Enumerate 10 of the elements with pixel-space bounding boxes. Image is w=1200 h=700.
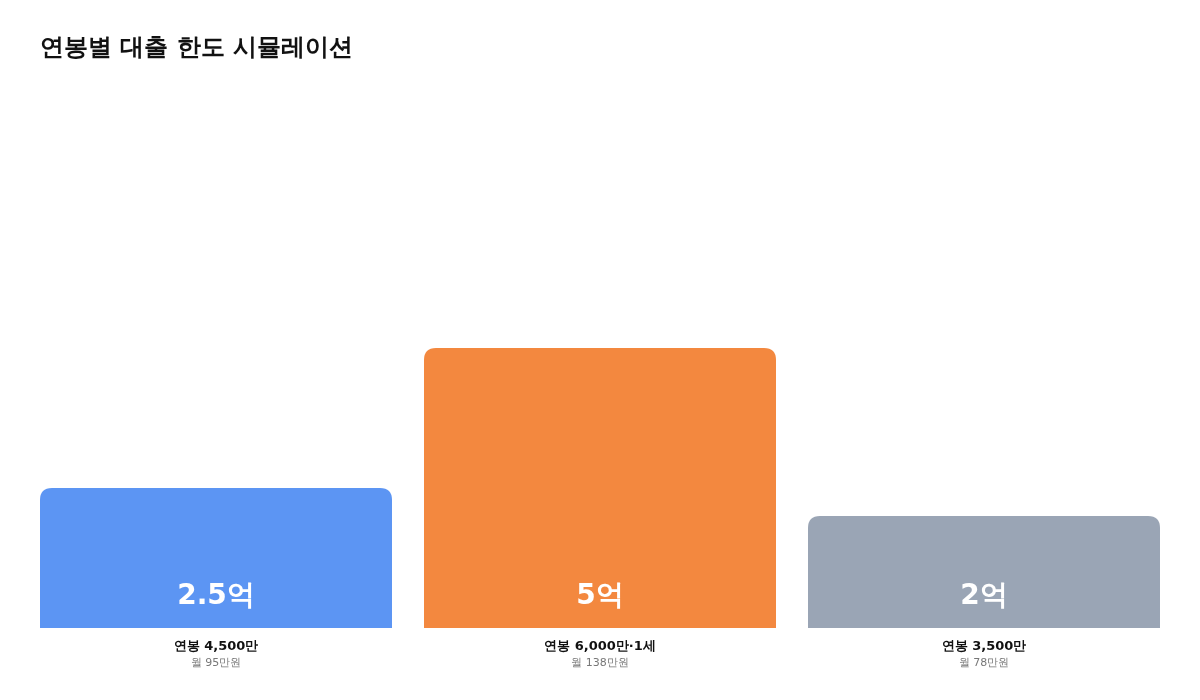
text: 월 95만원 bbox=[190, 656, 242, 669]
data-label: 2.5억 bbox=[177, 578, 255, 611]
text: 월 78만원 bbox=[958, 656, 1010, 669]
x-tick-label: 연봉 3,500만 bbox=[941, 638, 1027, 653]
data-label: 5억 bbox=[576, 578, 624, 611]
x-tick-label: 연봉 4,500만 bbox=[173, 638, 259, 653]
data-label: 2억 bbox=[960, 578, 1008, 611]
chart-title: 연봉별 대출 한도 시뮬레이션 bbox=[40, 33, 354, 61]
text: 월 138만원 bbox=[571, 656, 629, 669]
x-tick-label: 연봉 6,000만·1세 bbox=[544, 638, 656, 653]
